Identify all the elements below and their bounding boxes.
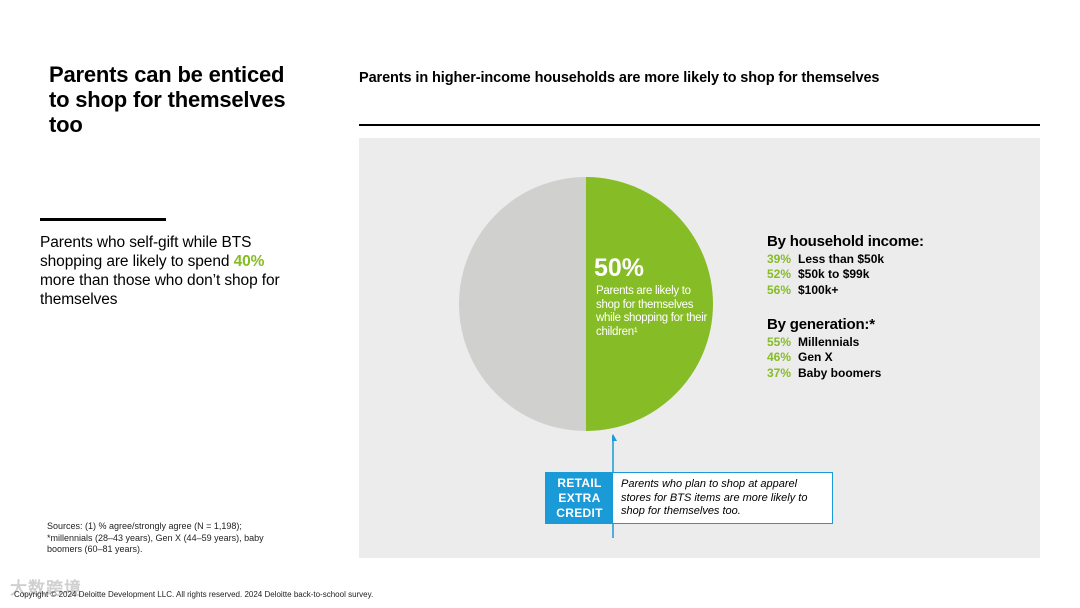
generation-stat-row: 55% Millennials — [767, 335, 859, 350]
copyright-text: Copyright © 2024 Deloitte Development LL… — [14, 590, 374, 599]
pie-slice-value: 50% — [594, 254, 645, 282]
stat-value: 56% — [767, 283, 792, 297]
stat-label: Millennials — [798, 335, 860, 349]
stat-label: Gen X — [798, 350, 833, 364]
callout-tag: RETAIL EXTRA CREDIT — [546, 473, 613, 523]
page-title: Parents can be enticed to shop for thems… — [49, 62, 286, 137]
chart-divider — [359, 124, 1040, 126]
stat-value: 39% — [767, 252, 792, 266]
pie-slice-others — [459, 177, 586, 431]
stat-value: 46% — [767, 350, 792, 364]
generation-stat-row: 46% Gen X — [767, 350, 833, 365]
stat-label: Baby boomers — [798, 366, 882, 380]
income-stat-row: 56% $100k+ — [767, 283, 838, 298]
generation-group-heading: By generation:* — [767, 316, 875, 333]
income-stat-row: 39% Less than $50k — [767, 252, 884, 267]
generation-stat-row: 37% Baby boomers — [767, 366, 881, 381]
insight-suffix: more than those who don’t shop for thems… — [40, 272, 280, 308]
chart-title: Parents in higher-income households are … — [359, 70, 880, 86]
insight-highlight: 40% — [233, 253, 265, 270]
stat-label: $100k+ — [798, 283, 839, 297]
stat-label: $50k to $99k — [798, 267, 870, 281]
pie-slice-self-shoppers — [586, 177, 713, 431]
stat-value: 52% — [767, 267, 792, 281]
insight-prefix: Parents who self-gift while BTS shopping… — [40, 234, 252, 270]
income-stat-row: 52% $50k to $99k — [767, 267, 869, 282]
retail-extra-credit-callout: RETAIL EXTRA CREDIT Parents who plan to … — [545, 472, 833, 524]
sources-note: Sources: (1) % agree/strongly agree (N =… — [47, 521, 264, 554]
callout-text: Parents who plan to shop at apparel stor… — [621, 478, 808, 517]
income-group-heading: By household income: — [767, 233, 924, 250]
left-divider — [40, 218, 166, 221]
stat-value: 37% — [767, 366, 792, 380]
pie-slice-label: Parents are likely to shop for themselve… — [596, 285, 708, 338]
stat-label: Less than $50k — [798, 252, 885, 266]
key-insight-text: Parents who self-gift while BTS shopping… — [40, 233, 300, 309]
stat-value: 55% — [767, 335, 792, 349]
watermark-logo: 大数跨境 — [10, 579, 82, 598]
